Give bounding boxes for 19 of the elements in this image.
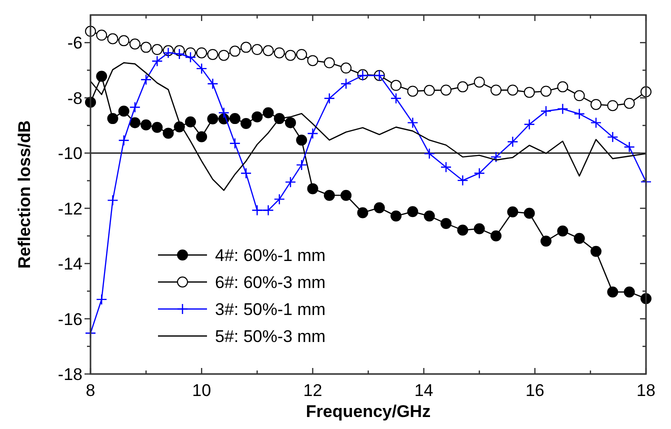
y-axis-title: Reflection loss/dB (15, 120, 34, 269)
legend-label: 6#: 60%-3 mm (215, 273, 326, 292)
y-tick-label: -18 (58, 365, 82, 384)
y-tick-label: -8 (67, 88, 82, 108)
y-tick-label: -6 (67, 34, 82, 53)
y-tick-label: -14 (58, 254, 82, 274)
y-tick-label: -12 (58, 199, 82, 218)
legend-label: 4#: 60%-1 mm (215, 246, 326, 265)
x-tick-label: 8 (86, 381, 96, 400)
x-tick-label: 18 (636, 381, 656, 400)
x-tick-label: 16 (525, 381, 544, 400)
x-axis-title: Frequency/GHz (306, 402, 431, 421)
legend-label: 5#: 50%-3 mm (215, 327, 326, 346)
x-tick-label: 14 (414, 381, 434, 400)
legend-label: 3#: 50%-1 mm (215, 300, 326, 319)
x-tick-label: 12 (303, 381, 322, 400)
y-tick-label: -16 (58, 310, 82, 329)
y-tick-label: -10 (58, 144, 82, 164)
x-tick-label: 10 (192, 381, 212, 400)
